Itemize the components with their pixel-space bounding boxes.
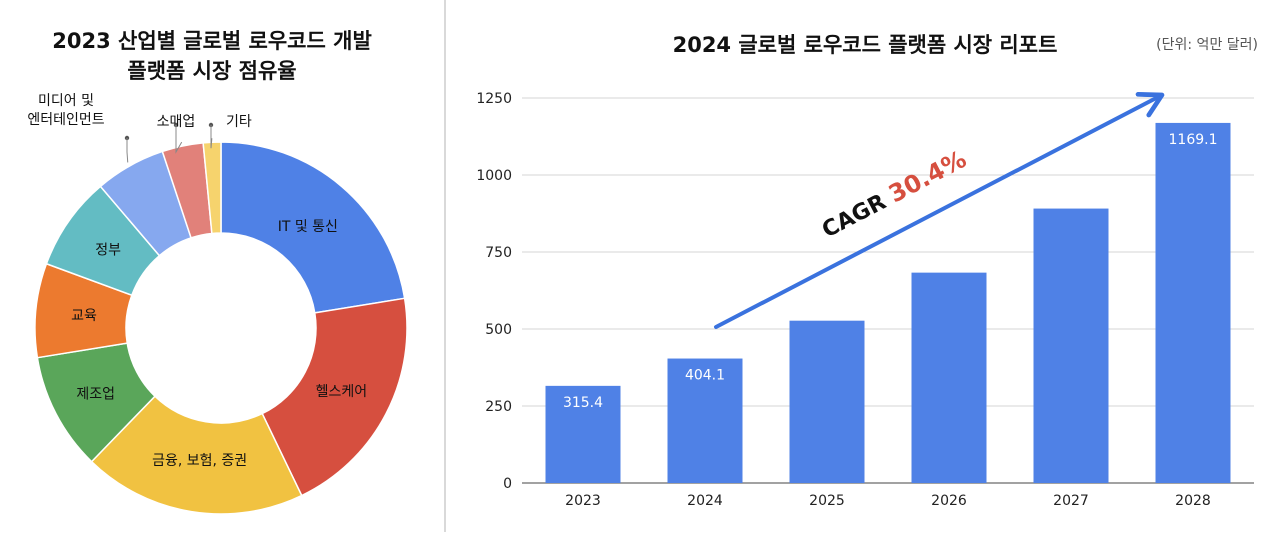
leader-line	[175, 125, 183, 154]
donut-slice-label: 소매업	[157, 114, 196, 130]
bar-2027	[1033, 208, 1109, 483]
x-tick-label: 2025	[809, 493, 845, 509]
leader-line	[126, 138, 129, 163]
x-tick-label: 2027	[1053, 493, 1089, 509]
bar-2024	[667, 358, 743, 483]
bar-data-label: 1169.1	[1169, 132, 1218, 148]
donut-slice-label: 정부	[95, 242, 121, 258]
y-tick-label: 500	[485, 322, 512, 338]
bar-chart: 2024 글로벌 로우코드 플랫폼 시장 리포트 (단위: 억만 달러) 0 250…	[476, 33, 1258, 509]
donut-slice-label: 금융, 보험, 증권	[152, 453, 247, 469]
donut-slice-label: 엔터테인먼트	[27, 112, 104, 128]
donut-slice-label: 교육	[71, 308, 97, 324]
donut-slice-slice-8	[202, 141, 222, 235]
y-tick-label: 1000	[476, 168, 512, 184]
x-tick-label: 2023	[565, 493, 601, 509]
bar-2025	[789, 320, 865, 483]
unit-note: (단위: 억만 달러)	[1156, 37, 1258, 53]
donut-slice-label: IT 및 통신	[278, 219, 338, 235]
y-tick-label: 750	[485, 245, 512, 261]
x-tick-label: 2028	[1175, 493, 1211, 509]
y-tick-label: 250	[485, 399, 512, 415]
x-tick-label: 2026	[931, 493, 967, 509]
cagr-trend-arrow	[714, 92, 1165, 329]
donut-slice-slice-1	[261, 297, 408, 497]
bar-2028	[1155, 122, 1231, 483]
pie-title-line: 2023 산업별 글로벌 로우코드 개발	[52, 29, 372, 53]
y-tick-label: 1250	[476, 91, 512, 107]
bar-chart-panel: 2024 글로벌 로우코드 플랫폼 시장 리포트 (단위: 억만 달러) 0 250…	[446, 0, 1280, 532]
donut-slice-label: 기타	[226, 114, 252, 130]
cagr-value: 30.4%	[884, 145, 971, 208]
bar-data-label: 404.1	[685, 368, 725, 384]
cagr-prefix: CAGR	[818, 186, 897, 243]
bar-2023	[545, 385, 621, 483]
donut-slice-slice-0	[220, 141, 406, 314]
panel-divider	[444, 0, 446, 532]
bar-data-label: 315.4	[563, 395, 603, 411]
bar-chart-title: 2024 글로벌 로우코드 플랫폼 시장 리포트	[673, 33, 1058, 57]
donut-slice-label: 제조업	[76, 386, 115, 402]
donut-slice-slice-2	[90, 395, 303, 515]
donut-slice-label: 헬스케어	[316, 384, 368, 400]
donut-slice-label: 미디어 및	[38, 93, 94, 109]
pie-title-line: 플랫폼 시장 점유율	[127, 59, 296, 83]
leader-line	[210, 125, 213, 149]
x-tick-label: 2024	[687, 493, 723, 509]
cagr-annotation: CAGR 30.4%	[817, 145, 971, 243]
bar-2026	[911, 272, 987, 483]
y-tick-label: 0	[503, 476, 512, 492]
